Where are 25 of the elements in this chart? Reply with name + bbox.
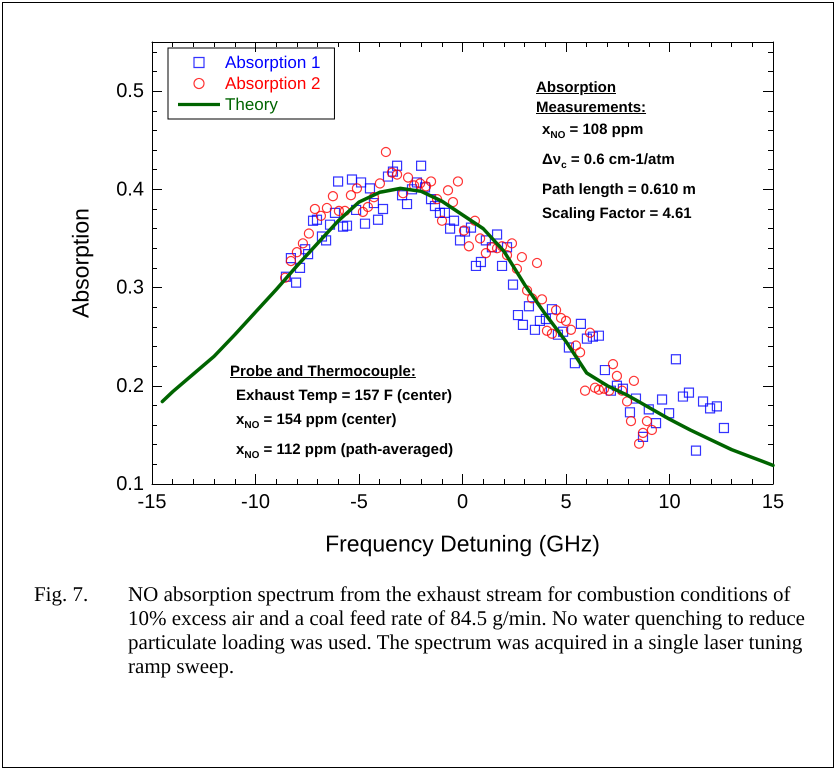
y-tick-label: 0.2 xyxy=(116,374,144,397)
y-tick-label: 0.5 xyxy=(116,80,144,102)
annotation: Scaling Factor = 4.61 xyxy=(542,204,693,224)
annotation: Δν$_{c}$ = 0.6 cm-1/atm xyxy=(542,150,676,173)
x-axis-title: Frequency Detuning (GHz) xyxy=(325,530,600,556)
annotation: Probe and Thermocouple: xyxy=(230,362,417,382)
y-tick-label: 0.3 xyxy=(116,276,144,299)
y-tick-label: 0.4 xyxy=(116,178,144,200)
legend-label: Absorption 2 xyxy=(225,74,320,93)
text: Fig. 7. NO absorption spectrum from the exhaust stream for combustion conditions of 10% excess air and a coal feed rate of 84.5 g/min. No water quenching to reduce particulate loading was used. The spectrum was acquired in a single laser tuning ramp sweep. xyxy=(34,582,805,678)
x-tick-label: -10 xyxy=(241,491,270,513)
y-axis-title: Absorption xyxy=(68,208,94,318)
annotation: Absorption Measurements: xyxy=(536,78,648,118)
annotation: x$_{NO}$ = 154 ppm (center) xyxy=(236,410,398,433)
annotation: x$_{NO}$ = 112 ppm (path-averaged) xyxy=(236,440,454,463)
legend-label: Theory xyxy=(225,95,278,114)
x-tick-label: 5 xyxy=(560,491,572,513)
x-tick-label: 0 xyxy=(456,491,468,513)
annotation: Exhaust Temp = 157 F (center) xyxy=(236,386,454,406)
annotation: x$_{NO}$ = 108 ppm xyxy=(542,120,644,143)
x-tick-label: -5 xyxy=(350,491,368,513)
x-tick-label: 15 xyxy=(762,491,784,513)
x-tick-label: 10 xyxy=(658,491,681,513)
annotation: Path length = 0.610 m xyxy=(542,180,696,200)
legend-label: Absorption 1 xyxy=(225,53,320,72)
